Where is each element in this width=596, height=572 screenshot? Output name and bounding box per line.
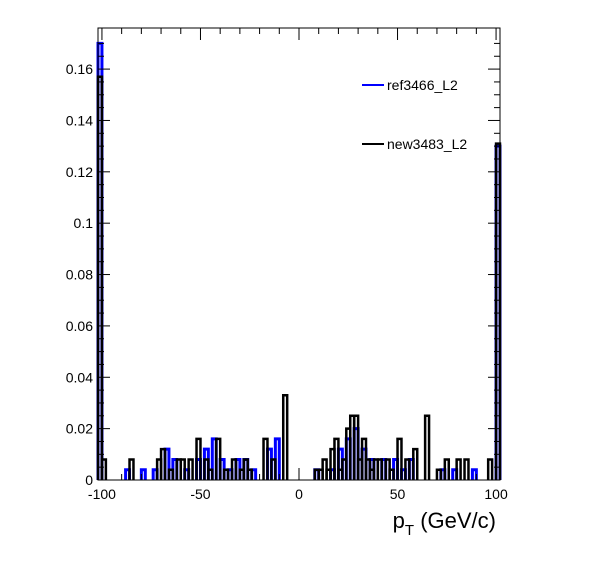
x-axis-title-subscript: T bbox=[405, 522, 414, 539]
bin-bar bbox=[270, 458, 277, 480]
bin-bar bbox=[207, 468, 214, 480]
legend: ref3466_L2 new3483_L2 bbox=[362, 77, 467, 152]
bin-bar bbox=[195, 437, 202, 480]
bin-bar bbox=[404, 458, 411, 480]
bin-bar bbox=[388, 468, 395, 480]
bin-bar bbox=[376, 458, 384, 480]
x-axis-title: pT (GeV/c) bbox=[393, 508, 496, 539]
bin-bar bbox=[187, 458, 194, 480]
bin-bar bbox=[262, 437, 269, 480]
x-tick-label: -50 bbox=[190, 486, 210, 502]
bin-bar bbox=[455, 458, 462, 480]
bin-bar bbox=[230, 458, 238, 480]
legend-label: ref3466_L2 bbox=[387, 77, 458, 93]
x-tick-label: 100 bbox=[484, 486, 508, 502]
x-axis-title-units: (GeV/c) bbox=[414, 508, 496, 533]
y-tick-label: 0.14 bbox=[66, 112, 93, 128]
bin-bar bbox=[214, 437, 222, 480]
x-tick-label: 0 bbox=[295, 486, 303, 502]
bin-bar bbox=[463, 458, 470, 480]
legend-entry: ref3466_L2 bbox=[362, 77, 458, 93]
y-tick-label: 0.1 bbox=[74, 215, 94, 231]
axes-layer: -100 -50 0 50 100 0 0.02 0.04 0.06 0.08 0.1 0.12 0.1… bbox=[66, 28, 508, 502]
bin-bar bbox=[159, 447, 167, 480]
y-tick-label: 0 bbox=[85, 472, 93, 488]
bin-bar bbox=[423, 414, 431, 480]
y-tick-label: 0.16 bbox=[66, 61, 93, 77]
bin-bar bbox=[281, 394, 289, 480]
legend-label: new3483_L2 bbox=[387, 136, 467, 152]
bin-bar bbox=[486, 458, 494, 480]
bin-bar bbox=[396, 437, 403, 480]
legend-entry: new3483_L2 bbox=[362, 136, 467, 152]
bin-bar bbox=[352, 414, 360, 480]
bin-bar bbox=[246, 468, 253, 480]
x-tick-label: -100 bbox=[88, 486, 116, 502]
bin-bar bbox=[333, 437, 340, 480]
bin-bar bbox=[167, 468, 175, 480]
x-axis-title-main: p bbox=[393, 508, 405, 533]
x-tick-label: 50 bbox=[390, 486, 406, 502]
bin-bar bbox=[443, 458, 451, 480]
y-tick-label: 0.12 bbox=[66, 164, 93, 180]
bin-bar bbox=[222, 468, 230, 480]
y-tick-label: 0.06 bbox=[66, 318, 93, 334]
y-tick-label: 0.08 bbox=[66, 267, 93, 283]
bin-bar bbox=[128, 458, 135, 480]
y-tick-label: 0.02 bbox=[66, 421, 93, 437]
bin-bar bbox=[412, 447, 419, 480]
series-layer bbox=[96, 41, 502, 480]
y-tick-label: 0.04 bbox=[66, 369, 93, 385]
bin-bar bbox=[179, 458, 186, 480]
